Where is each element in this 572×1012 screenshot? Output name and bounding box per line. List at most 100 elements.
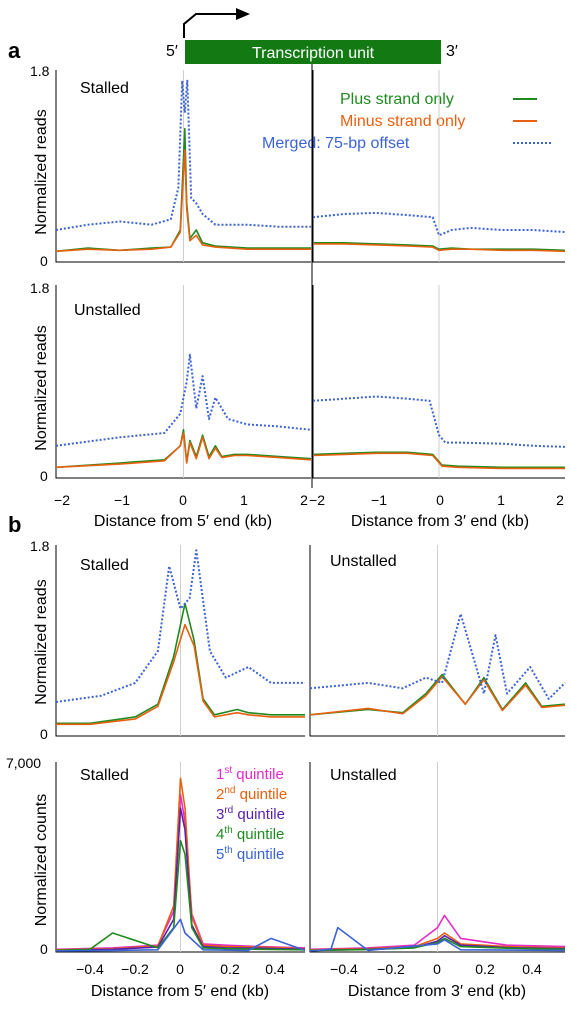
transcription-unit-bar (185, 40, 441, 64)
axis-b-stalled-5p (55, 545, 305, 737)
series-line-4th-quintile (55, 839, 306, 952)
a-xtick: 0 (436, 492, 444, 508)
b-xticks-left: −0.4 −0.2 0 0.2 0.4 (76, 961, 285, 977)
b-xtick: 0.4 (522, 961, 542, 977)
transcription-unit-label: Transcription unit (252, 45, 375, 62)
a-xtick: 2 (300, 492, 308, 508)
series-line-minus-strand-only (309, 675, 566, 716)
b-xtick: 0 (176, 961, 184, 977)
series-line-2nd-quintile (55, 777, 306, 951)
a-title-stalled: Stalled (80, 80, 129, 97)
a-xtick: 2 (556, 492, 564, 508)
series-line-1st-quintile (309, 914, 566, 951)
series-line-minus-strand-only (312, 452, 565, 470)
axis-a-stalled-5p (55, 70, 311, 263)
a-xtick: −1 (371, 492, 387, 508)
a-y-top-2: 1.8 (30, 280, 50, 296)
b-xtick: −0.4 (76, 961, 104, 977)
a-xticks-left: −2 −1 0 1 2 (54, 492, 308, 508)
series-line-merged-75-bp-offset (55, 353, 312, 447)
a-y-top-1: 1.8 (30, 63, 50, 79)
a-xlabel-left: Distance from 5′ end (kb) (94, 513, 272, 530)
b-counts-top: 7,000 (6, 755, 41, 771)
series-line-merged-75-bp-offset (312, 395, 566, 448)
series-line-merged-75-bp-offset (55, 79, 311, 231)
b-xtick: 0 (433, 961, 441, 977)
axis-a-stalled-3p (312, 70, 565, 263)
b-xlabel-right: Distance from 3′ end (kb) (348, 983, 526, 1000)
b-ylabel-reads: Normalized reads (33, 579, 50, 704)
a-y-zero-1: 0 (40, 253, 48, 269)
series-line-3rd-quintile (55, 807, 306, 952)
axis-b-stalled-counts (55, 762, 305, 953)
b-title-unstalled: Unstalled (330, 553, 397, 570)
three-prime-label: 3′ (446, 43, 458, 60)
series-line-5th-quintile (309, 926, 566, 952)
a-xtick: −2 (54, 492, 70, 508)
a-xtick: 0 (179, 492, 187, 508)
series-line-plus-strand-only (313, 242, 566, 252)
plot-area (55, 64, 566, 953)
legend-a-plus: Plus strand only (340, 91, 454, 108)
b-xtick: 0.2 (475, 961, 495, 977)
chart-b-stalled-counts (55, 762, 306, 953)
axis-b-unstalled-counts (309, 762, 565, 953)
axis-b-unstalled-3p-reads (309, 545, 565, 737)
series-line-5th-quintile (55, 918, 306, 952)
legend-b-q1: 1st quintile (216, 765, 284, 783)
b-xtick: −0.2 (121, 961, 149, 977)
a-xtick: 1 (497, 492, 505, 508)
chart-a-unstalled-3p (312, 285, 566, 479)
chart-b-stalled-5p (55, 545, 305, 737)
axis-a-unstalled-5p (55, 285, 311, 479)
a-xtick: −1 (114, 492, 130, 508)
b-y-top: 1.8 (30, 538, 50, 554)
a-title-unstalled: Unstalled (74, 302, 141, 319)
chart-b-unstalled-3p-reads (309, 545, 566, 737)
b-xtick: −0.2 (377, 961, 405, 977)
panel-a-letter: a (8, 38, 21, 63)
a-y-zero-2: 0 (40, 468, 48, 484)
chart-b-unstalled-counts (309, 762, 566, 953)
series-line-minus-strand-only (55, 149, 311, 253)
series-line-minus-strand-only (56, 623, 305, 726)
legend-b: 1st quintile 2nd quintile 3rd quintile 4… (216, 765, 287, 863)
legend-b-q5: 5th quintile (216, 845, 284, 863)
b-xtick: 0.2 (220, 961, 240, 977)
b-xticks-right: −0.4 −0.2 0 0.2 0.4 (330, 961, 542, 977)
a-xtick: 1 (240, 492, 248, 508)
series-line-merged-75-bp-offset (55, 549, 305, 703)
series-line-minus-strand-only (55, 432, 312, 469)
chart-a-stalled-3p (312, 70, 566, 263)
series-line-plus-strand-only (56, 602, 305, 725)
legend-a-minus: Minus strand only (340, 113, 465, 130)
a-ylabel-1: Normalized reads (33, 109, 50, 234)
series-line-merged-75-bp-offset (309, 613, 566, 700)
b-title-stalled-counts: Stalled (80, 767, 129, 784)
axis-a-unstalled-3p (312, 285, 565, 479)
series-line-merged-75-bp-offset (312, 211, 566, 237)
a-xticks-right: −2 −1 0 1 2 (309, 492, 564, 508)
chart-a-stalled-5p (55, 70, 311, 263)
b-title-unstalled-counts: Unstalled (330, 767, 397, 784)
tss-arrow-icon (183, 8, 250, 38)
a-xlabel-right: Distance from 3′ end (kb) (351, 513, 529, 530)
legend-b-q3: 3rd quintile (216, 805, 285, 823)
b-title-stalled: Stalled (80, 557, 129, 574)
b-xlabel-left: Distance from 5′ end (kb) (91, 983, 269, 1000)
legend-a-merged: Merged: 75-bp offset (262, 135, 410, 152)
b-ylabel-counts: Normalized counts (33, 794, 50, 927)
b-counts-zero: 0 (40, 941, 48, 957)
a-ylabel-2: Normalized reads (33, 325, 50, 450)
b-y-zero: 0 (40, 726, 48, 742)
b-xtick: −0.4 (330, 961, 358, 977)
a-xtick: −2 (309, 492, 325, 508)
b-xtick: 0.4 (265, 961, 285, 977)
series-line-minus-strand-only (313, 243, 566, 253)
chart-a-unstalled-5p (55, 285, 312, 479)
legend-b-q2: 2nd quintile (216, 785, 287, 803)
five-prime-label: 5′ (166, 43, 178, 60)
legend-b-q4: 4th quintile (216, 825, 284, 843)
panel-b-letter: b (8, 512, 21, 537)
